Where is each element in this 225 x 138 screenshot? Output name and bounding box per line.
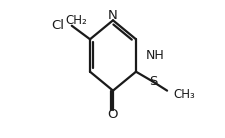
Text: O: O xyxy=(107,108,118,121)
Text: NH: NH xyxy=(145,49,164,62)
Text: S: S xyxy=(149,75,157,88)
Text: N: N xyxy=(108,9,117,22)
Text: CH₃: CH₃ xyxy=(173,87,195,100)
Text: CH₂: CH₂ xyxy=(65,14,87,27)
Text: Cl: Cl xyxy=(51,19,64,32)
